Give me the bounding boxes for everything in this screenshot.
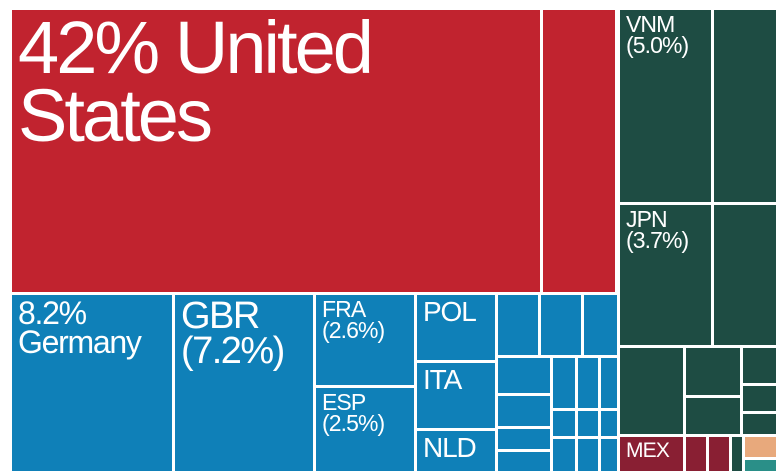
minor-tile [743, 414, 776, 434]
tile: GBR (7.2%) [175, 295, 313, 471]
tile: POL [417, 295, 495, 360]
minor-tile [686, 348, 740, 395]
tile-label: ITA [423, 364, 493, 395]
minor-tile [732, 437, 742, 471]
minor-tile [743, 386, 776, 411]
tile-label: JPN (3.7%) [626, 206, 709, 254]
value-label: (7.2%) [181, 329, 285, 372]
tile-name: ITA [423, 364, 462, 395]
tile-label: 42% United States [18, 10, 538, 152]
minor-tile [578, 411, 598, 436]
value-label: (2.5%) [322, 410, 385, 437]
minor-tile [498, 358, 550, 393]
tile-label: GBR (7.2%) [181, 295, 311, 372]
value-label: (2.6%) [322, 317, 385, 344]
minor-tile [686, 437, 706, 471]
tile-name: Germany [18, 324, 142, 361]
tile-label: MEX [626, 439, 681, 462]
minor-tile [714, 10, 776, 202]
minor-tile [553, 439, 575, 471]
minor-tile [743, 348, 776, 383]
minor-tile [709, 437, 729, 471]
tile: VNM (5.0%) [620, 10, 711, 202]
minor-tile [578, 358, 598, 408]
tile-name: MEX [626, 439, 670, 462]
tile: FRA (2.6%) [316, 295, 414, 385]
tile-name: JPN [626, 206, 668, 232]
minor-tile [601, 358, 617, 408]
minor-tile [714, 205, 776, 345]
minor-tile [601, 439, 617, 471]
tile: ESP (2.5%) [316, 388, 414, 471]
tile-label: POL [423, 296, 493, 327]
tile-label: ESP (2.5%) [322, 389, 412, 437]
minor-tile [553, 358, 575, 408]
tile: NLD [417, 431, 495, 471]
value-label: 8.2% [18, 295, 87, 331]
minor-tile [498, 429, 550, 449]
tile-label: FRA (2.6%) [322, 296, 412, 344]
tile-label: 8.2% Germany [18, 295, 170, 361]
tile: ITA [417, 363, 495, 428]
minor-tile [745, 460, 776, 471]
value-label: (3.7%) [626, 227, 689, 254]
tile: 8.2% Germany [12, 295, 172, 471]
tile-name: ESP [322, 389, 366, 415]
minor-tile [745, 437, 776, 457]
minor-tile [541, 295, 581, 355]
tile-name: FRA [322, 296, 366, 322]
tile-name: POL [423, 296, 477, 327]
tile-name: NLD [423, 432, 477, 463]
tile-label: NLD [423, 432, 493, 463]
minor-tile [620, 348, 683, 434]
minor-tile [578, 439, 598, 471]
value-label: (5.0%) [626, 32, 689, 59]
minor-tile [498, 452, 550, 471]
value-label: 42% [18, 10, 160, 89]
tile-label: VNM (5.0%) [626, 11, 709, 59]
tile-name: VNM [626, 11, 675, 37]
tile: MEX [620, 437, 683, 471]
minor-tile [498, 295, 538, 355]
minor-tile [498, 396, 550, 426]
tile: 42% United States [12, 10, 540, 292]
minor-tile [543, 10, 615, 292]
tile-name: GBR [181, 295, 260, 337]
tile: JPN (3.7%) [620, 205, 711, 345]
minor-tile [601, 411, 617, 436]
minor-tile [553, 411, 575, 436]
tile-name: United States [18, 10, 374, 158]
minor-tile [686, 398, 740, 434]
minor-tile [584, 295, 617, 355]
